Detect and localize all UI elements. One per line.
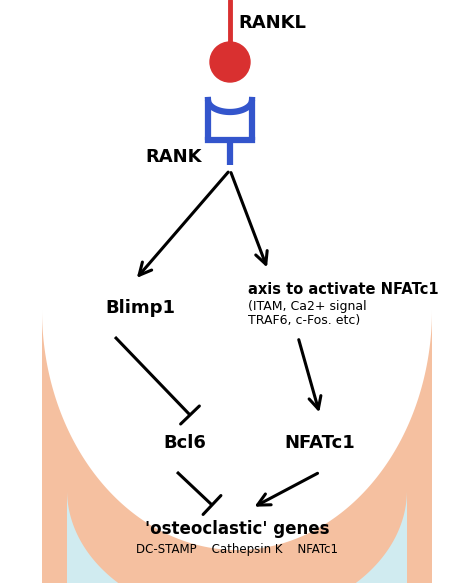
Text: axis to activate NFATc1: axis to activate NFATc1 bbox=[248, 282, 438, 297]
Text: RANK: RANK bbox=[145, 148, 201, 166]
Circle shape bbox=[210, 42, 250, 82]
Text: DC-STAMP    Cathepsin K    NFATc1: DC-STAMP Cathepsin K NFATc1 bbox=[136, 543, 338, 556]
Text: Bcl6: Bcl6 bbox=[164, 434, 207, 452]
Polygon shape bbox=[67, 490, 407, 583]
Text: (ITAM, Ca2+ signal: (ITAM, Ca2+ signal bbox=[248, 300, 366, 313]
Text: TRAF6, c-Fos. etc): TRAF6, c-Fos. etc) bbox=[248, 314, 360, 327]
Text: NFATc1: NFATc1 bbox=[284, 434, 356, 452]
Polygon shape bbox=[42, 310, 432, 583]
Text: 'osteoclastic' genes: 'osteoclastic' genes bbox=[145, 520, 329, 538]
Text: RANKL: RANKL bbox=[238, 14, 306, 32]
Text: Blimp1: Blimp1 bbox=[105, 299, 175, 317]
